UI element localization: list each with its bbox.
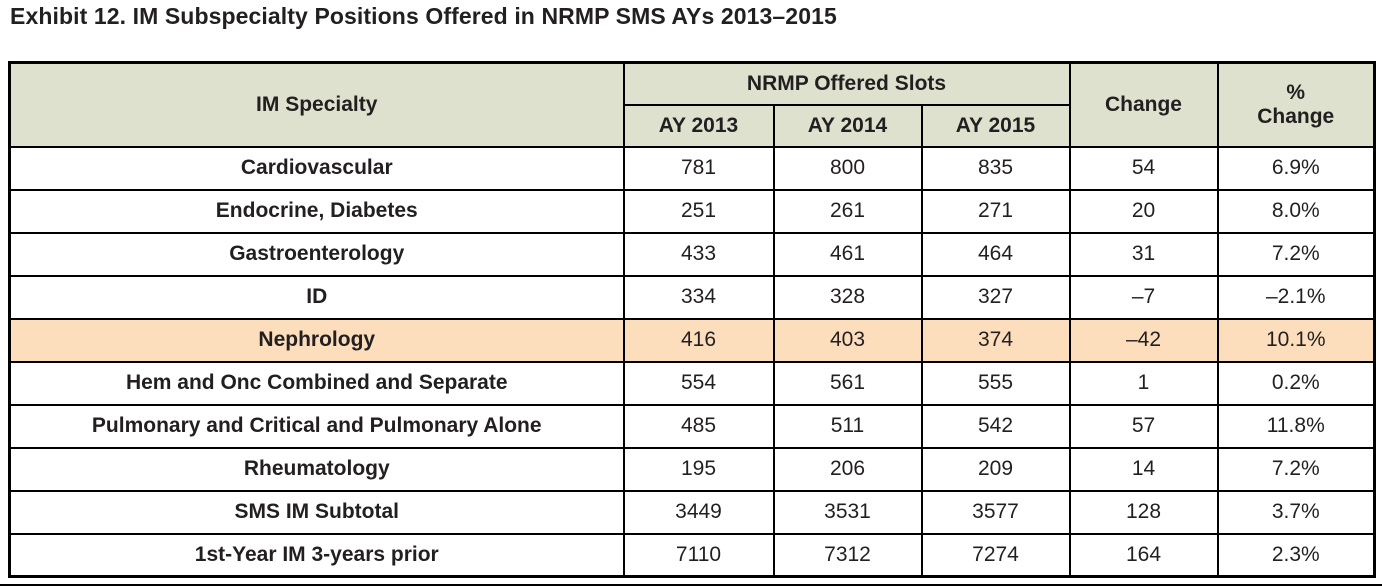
specialty-cell: SMS IM Subtotal	[8, 489, 625, 535]
value-cell: 3449	[622, 489, 775, 535]
col-header-ay-2014: AY 2014	[772, 103, 923, 148]
table-body: Cardiovascular 781 800 835 54 6.9% Endocrine, …	[8, 145, 1376, 578]
table-row: Endocrine, Diabetes 251 261 271 20 8.0%	[8, 188, 1376, 234]
value-cell: 164	[1068, 532, 1219, 578]
value-cell: 561	[772, 360, 923, 406]
value-cell: 327	[920, 274, 1071, 320]
value-cell: 334	[622, 274, 775, 320]
value-cell: 14	[1068, 446, 1219, 492]
value-cell: 195	[622, 446, 775, 492]
value-cell: 416	[622, 317, 775, 363]
col-header-im-specialty: IM Specialty	[8, 61, 625, 148]
value-cell: 7.2%	[1216, 231, 1376, 277]
specialty-cell: Gastroenterology	[8, 231, 625, 277]
table-row: 1st-Year IM 3-years prior 7110 7312 7274 164…	[8, 532, 1376, 578]
value-cell: 0.2%	[1216, 360, 1376, 406]
value-cell: 511	[772, 403, 923, 449]
value-cell: 57	[1068, 403, 1219, 449]
value-cell: –42	[1068, 317, 1219, 363]
value-cell: 433	[622, 231, 775, 277]
value-cell: 7110	[622, 532, 775, 578]
col-header-nrmp-offered-slots: NRMP Offered Slots	[622, 61, 1071, 106]
exhibit-title: Exhibit 12. IM Subspecialty Positions Of…	[10, 3, 837, 29]
specialty-cell: Rheumatology	[8, 446, 625, 492]
value-cell: 7.2%	[1216, 446, 1376, 492]
table-header: IM Specialty NRMP Offered Slots Change %…	[8, 61, 1376, 148]
specialty-cell: Cardiovascular	[8, 145, 625, 191]
value-cell: 209	[920, 446, 1071, 492]
specialty-cell: 1st-Year IM 3-years prior	[8, 532, 625, 578]
value-cell: 128	[1068, 489, 1219, 535]
value-cell: 8.0%	[1216, 188, 1376, 234]
bottom-rule	[0, 584, 1382, 586]
col-header-ay-2015: AY 2015	[920, 103, 1071, 148]
value-cell: 2.3%	[1216, 532, 1376, 578]
value-cell: 374	[920, 317, 1071, 363]
value-cell: –7	[1068, 274, 1219, 320]
value-cell: 464	[920, 231, 1071, 277]
col-header-change: Change	[1068, 61, 1219, 148]
table-row: Hem and Onc Combined and Separate 554 561 5…	[8, 360, 1376, 406]
value-cell: 54	[1068, 145, 1219, 191]
specialty-cell: Hem and Onc Combined and Separate	[8, 360, 625, 406]
header-row-years: AY 2013 AY 2014 AY 2015	[10, 103, 1375, 148]
value-cell: 261	[772, 188, 923, 234]
value-cell: 835	[920, 145, 1071, 191]
value-cell: 555	[920, 360, 1071, 406]
value-cell: 403	[772, 317, 923, 363]
value-cell: 781	[622, 145, 775, 191]
header-row-top: IM Specialty NRMP Offered Slots Change %…	[8, 61, 1376, 148]
value-cell: 6.9%	[1216, 145, 1376, 191]
specialty-cell: Nephrology	[8, 317, 625, 363]
value-cell: 554	[622, 360, 775, 406]
value-cell: 31	[1068, 231, 1219, 277]
col-header-pct-change: % Change	[1216, 61, 1376, 148]
table-row: Rheumatology 195 206 209 14 7.2%	[8, 446, 1376, 492]
value-cell: 20	[1068, 188, 1219, 234]
col-header-ay-2013: AY 2013	[622, 103, 775, 148]
table-row: SMS IM Subtotal 3449 3531 3577 128 3.7%	[8, 489, 1376, 535]
specialty-cell: Pulmonary and Critical and Pulmonary Alo…	[8, 403, 625, 449]
exhibit-table: IM Specialty NRMP Offered Slots Change %…	[8, 61, 1376, 578]
value-cell: 328	[772, 274, 923, 320]
value-cell: 3531	[772, 489, 923, 535]
value-cell: 7312	[772, 532, 923, 578]
value-cell: 7274	[920, 532, 1071, 578]
value-cell: 485	[622, 403, 775, 449]
value-cell: 3.7%	[1216, 489, 1376, 535]
value-cell: 1	[1068, 360, 1219, 406]
value-cell: 3577	[920, 489, 1071, 535]
value-cell: –2.1%	[1216, 274, 1376, 320]
value-cell: 271	[920, 188, 1071, 234]
value-cell: 251	[622, 188, 775, 234]
table-row: ID 334 328 327 –7 –2.1%	[8, 274, 1376, 320]
value-cell: 206	[772, 446, 923, 492]
table-row: Gastroenterology 433 461 464 31 7.2%	[8, 231, 1376, 277]
value-cell: 461	[772, 231, 923, 277]
table-row: Cardiovascular 781 800 835 54 6.9%	[8, 145, 1376, 191]
value-cell: 800	[772, 145, 923, 191]
specialty-cell: Endocrine, Diabetes	[8, 188, 625, 234]
table-row: Nephrology 416 403 374 –42 10.1%	[8, 317, 1376, 363]
specialty-cell: ID	[8, 274, 625, 320]
table-row: Pulmonary and Critical and Pulmonary Alo…	[8, 403, 1376, 449]
value-cell: 11.8%	[1216, 403, 1376, 449]
value-cell: 10.1%	[1216, 317, 1376, 363]
value-cell: 542	[920, 403, 1071, 449]
